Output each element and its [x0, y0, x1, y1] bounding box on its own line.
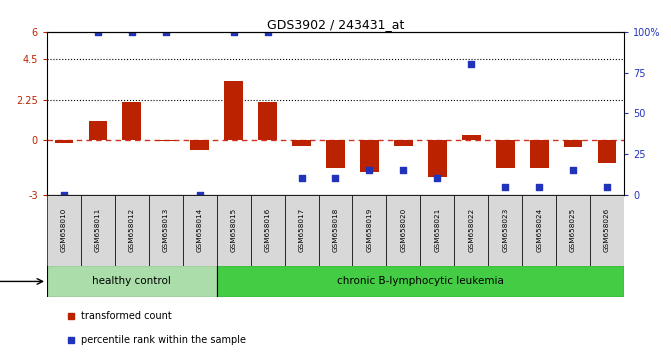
- Point: [160, 29, 171, 35]
- Bar: [488, 195, 522, 266]
- Bar: [386, 195, 420, 266]
- Text: GSM658019: GSM658019: [366, 208, 372, 252]
- Point: [228, 29, 239, 35]
- Text: GSM658025: GSM658025: [570, 208, 576, 252]
- Bar: [420, 195, 454, 266]
- Text: GSM658021: GSM658021: [434, 208, 440, 252]
- Bar: [123, 102, 141, 141]
- Bar: [217, 266, 624, 297]
- Bar: [183, 195, 217, 266]
- Bar: [530, 141, 548, 169]
- Bar: [54, 141, 73, 143]
- Text: GSM658012: GSM658012: [129, 208, 135, 252]
- Bar: [47, 195, 81, 266]
- Text: GSM658017: GSM658017: [299, 208, 305, 252]
- Bar: [251, 195, 285, 266]
- Bar: [149, 195, 183, 266]
- Point: [93, 29, 103, 35]
- Text: transformed count: transformed count: [81, 311, 172, 321]
- Point: [432, 176, 443, 181]
- Text: GSM658016: GSM658016: [264, 208, 270, 252]
- Point: [568, 167, 578, 173]
- Bar: [556, 195, 590, 266]
- Bar: [360, 141, 378, 172]
- Text: GSM658013: GSM658013: [163, 208, 169, 252]
- Bar: [191, 141, 209, 150]
- Text: GSM658014: GSM658014: [197, 208, 203, 252]
- Text: GSM658024: GSM658024: [536, 208, 542, 252]
- Point: [398, 167, 409, 173]
- Bar: [115, 195, 149, 266]
- Text: healthy control: healthy control: [93, 276, 171, 286]
- Bar: [454, 195, 488, 266]
- Bar: [89, 120, 107, 141]
- Point: [58, 192, 69, 198]
- Bar: [394, 141, 413, 146]
- Point: [195, 192, 205, 198]
- Point: [602, 184, 613, 189]
- Bar: [258, 102, 277, 141]
- Text: GSM658026: GSM658026: [604, 208, 610, 252]
- Text: GSM658011: GSM658011: [95, 208, 101, 252]
- Point: [262, 29, 273, 35]
- Bar: [47, 266, 217, 297]
- Bar: [590, 195, 624, 266]
- Bar: [319, 195, 352, 266]
- Bar: [326, 141, 345, 169]
- Text: GSM658018: GSM658018: [333, 208, 338, 252]
- Bar: [598, 141, 617, 163]
- Bar: [462, 135, 480, 141]
- Point: [330, 176, 341, 181]
- Bar: [292, 141, 311, 146]
- Bar: [224, 81, 243, 141]
- Bar: [522, 195, 556, 266]
- Text: GSM658023: GSM658023: [502, 208, 508, 252]
- Point: [296, 176, 307, 181]
- Text: GSM658015: GSM658015: [231, 208, 237, 252]
- Text: GSM658010: GSM658010: [61, 208, 67, 252]
- Text: percentile rank within the sample: percentile rank within the sample: [81, 335, 246, 345]
- Title: GDS3902 / 243431_at: GDS3902 / 243431_at: [267, 18, 404, 31]
- Point: [534, 184, 545, 189]
- Text: GSM658020: GSM658020: [401, 208, 407, 252]
- Bar: [352, 195, 386, 266]
- Text: chronic B-lymphocytic leukemia: chronic B-lymphocytic leukemia: [337, 276, 504, 286]
- Point: [466, 62, 476, 67]
- Point: [364, 167, 375, 173]
- Bar: [564, 141, 582, 147]
- Text: GSM658022: GSM658022: [468, 208, 474, 252]
- Bar: [81, 195, 115, 266]
- Point: [500, 184, 511, 189]
- Point: [126, 29, 137, 35]
- Bar: [496, 141, 515, 167]
- Bar: [217, 195, 251, 266]
- Bar: [285, 195, 319, 266]
- Bar: [428, 141, 447, 177]
